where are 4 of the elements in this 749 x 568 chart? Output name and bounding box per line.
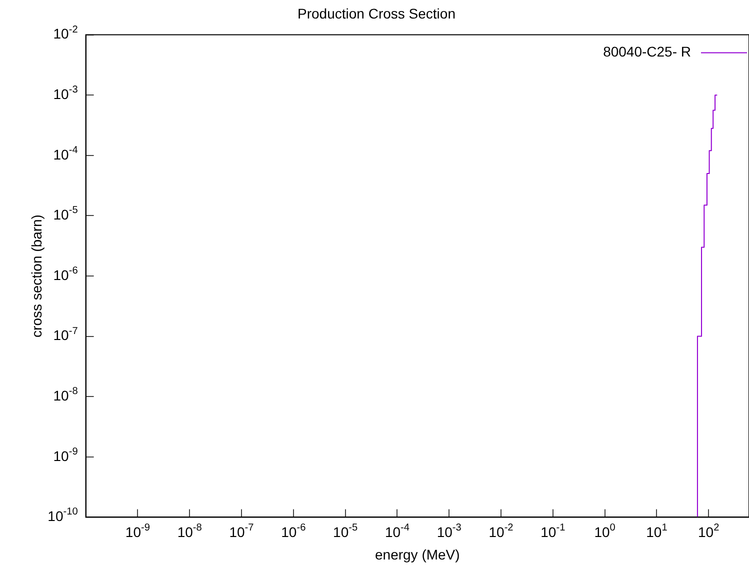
legend-label: 80040-C25- R bbox=[603, 44, 691, 60]
x-axis-title: energy (MeV) bbox=[374, 546, 460, 562]
chart-title: Production Cross Section bbox=[298, 5, 456, 22]
y-axis-title: cross section (barn) bbox=[28, 214, 44, 338]
